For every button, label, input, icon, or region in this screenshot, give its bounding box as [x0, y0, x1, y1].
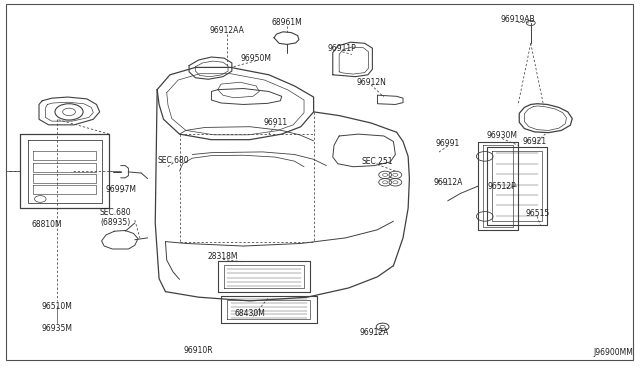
- Text: 96921: 96921: [522, 137, 547, 146]
- Text: 96910R: 96910R: [184, 346, 214, 355]
- Text: 68961M: 68961M: [271, 19, 302, 28]
- Text: 28318M: 28318M: [208, 252, 238, 261]
- Text: 96997M: 96997M: [105, 185, 136, 194]
- Text: 96950M: 96950M: [241, 54, 271, 62]
- Text: 68430M: 68430M: [234, 310, 265, 318]
- Text: SEC.680
(68935): SEC.680 (68935): [100, 208, 131, 227]
- Text: 96912A: 96912A: [360, 328, 389, 337]
- Text: J96900MM: J96900MM: [593, 348, 633, 357]
- Text: 96991: 96991: [436, 139, 460, 148]
- Text: 96919AB: 96919AB: [500, 15, 535, 24]
- Text: 96935M: 96935M: [42, 324, 72, 333]
- Text: 96912N: 96912N: [356, 78, 386, 87]
- Text: SEC.251: SEC.251: [362, 157, 393, 166]
- Text: 96912A: 96912A: [433, 178, 463, 187]
- Text: 96911: 96911: [263, 119, 287, 128]
- Text: 96911P: 96911P: [328, 44, 356, 53]
- Text: SEC.680: SEC.680: [157, 155, 189, 164]
- Text: 96510M: 96510M: [42, 302, 72, 311]
- Text: 96912AA: 96912AA: [210, 26, 245, 35]
- Text: 96930M: 96930M: [486, 131, 518, 141]
- Text: 96512P: 96512P: [488, 182, 516, 190]
- Text: 68810M: 68810M: [31, 221, 62, 230]
- Text: 96515: 96515: [525, 209, 549, 218]
